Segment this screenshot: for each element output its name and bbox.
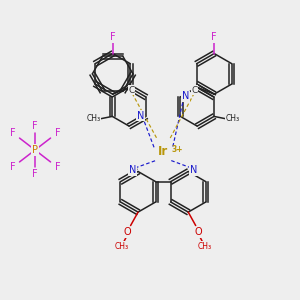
Text: 3+: 3+ — [171, 145, 183, 154]
Text: P: P — [32, 145, 38, 155]
Text: N: N — [190, 165, 197, 175]
Text: F: F — [10, 162, 16, 172]
Text: CH₃: CH₃ — [225, 114, 240, 123]
Text: O: O — [195, 227, 202, 237]
Text: CH₃: CH₃ — [87, 114, 101, 123]
Text: F: F — [110, 32, 116, 42]
Text: CH₃: CH₃ — [115, 242, 129, 251]
Text: F: F — [10, 128, 16, 138]
Text: C: C — [192, 86, 198, 95]
Text: F: F — [55, 162, 60, 172]
Text: F: F — [32, 169, 38, 179]
Text: F: F — [55, 128, 60, 138]
Text: CH₃: CH₃ — [198, 242, 212, 251]
Text: N: N — [129, 165, 136, 175]
Text: Ir: Ir — [158, 145, 169, 158]
Text: C: C — [128, 86, 135, 95]
Text: N: N — [182, 92, 189, 101]
Text: N: N — [137, 111, 144, 121]
Text: O: O — [124, 227, 131, 237]
Text: F: F — [212, 32, 217, 42]
Text: F: F — [32, 121, 38, 131]
